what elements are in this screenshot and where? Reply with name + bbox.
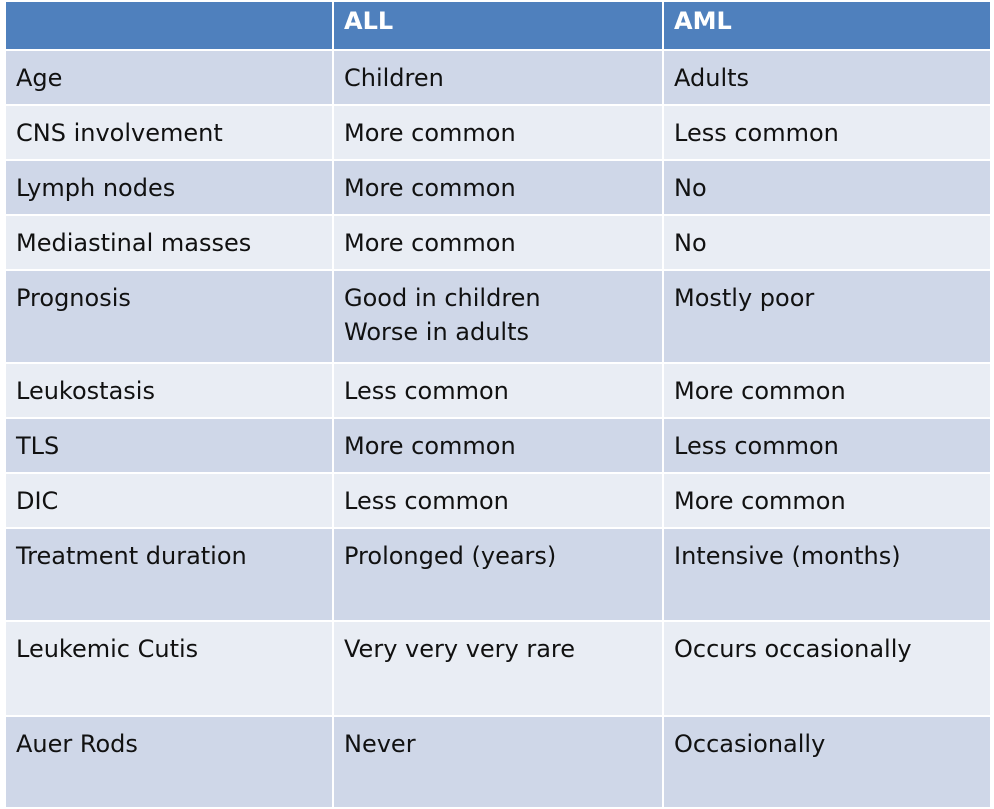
table-header: ALL AML [4,0,992,51]
table-row: Treatment duration Prolonged (years) Int… [4,527,992,622]
table-row: DIC Less common More common [4,472,992,529]
row-aml-value: Intensive (months) [662,527,992,622]
all-value-line: Very very very rare [344,635,576,663]
row-aml-value: Occasionally [662,715,992,809]
row-all-value: Good in children Worse in adults [332,269,664,364]
row-all-value: Never [332,715,664,809]
row-feature: TLS [4,417,334,474]
row-aml-value: Occurs occasionally [662,620,992,717]
row-all-value: More common [332,104,664,161]
row-feature: DIC [4,472,334,529]
all-vs-aml-comparison-table: ALL AML Age Children Adults CNS involvem… [4,0,992,809]
row-aml-value: No [662,159,992,216]
row-aml-value: Less common [662,417,992,474]
all-value-line: Good in children [344,284,541,312]
table-row: TLS More common Less common [4,417,992,474]
row-feature: CNS involvement [4,104,334,161]
header-aml-column: AML [662,0,992,51]
all-value-line: More common [344,174,516,202]
row-all-value: Less common [332,362,664,419]
row-feature: Leukemic Cutis [4,620,334,717]
all-value-line: Less common [344,487,509,515]
all-value-line: Less common [344,377,509,405]
table-body: Age Children Adults CNS involvement More… [4,49,992,809]
row-feature: Prognosis [4,269,334,364]
header-all-column: ALL [332,0,664,51]
row-aml-value: More common [662,362,992,419]
all-value-line: Worse in adults [344,318,530,346]
all-value-line: More common [344,432,516,460]
all-value-line: Never [344,730,416,758]
row-feature: Auer Rods [4,715,334,809]
all-value-line: Prolonged (years) [344,542,557,570]
table-row: Leukemic Cutis Very very very rare Occur… [4,620,992,717]
row-all-value: Less common [332,472,664,529]
row-all-value: Prolonged (years) [332,527,664,622]
all-value-line: More common [344,119,516,147]
all-value-line: More common [344,229,516,257]
table-row: Age Children Adults [4,49,992,106]
row-all-value: Children [332,49,664,106]
table-row: CNS involvement More common Less common [4,104,992,161]
table-row: Leukostasis Less common More common [4,362,992,419]
table-row: Lymph nodes More common No [4,159,992,216]
row-feature: Leukostasis [4,362,334,419]
comparison-table-wrapper: ALL AML Age Children Adults CNS involvem… [4,0,992,809]
header-feature-column [4,0,334,51]
row-feature: Lymph nodes [4,159,334,216]
table-row: Mediastinal masses More common No [4,214,992,271]
table-row: Prognosis Good in children Worse in adul… [4,269,992,364]
row-aml-value: More common [662,472,992,529]
row-feature: Treatment duration [4,527,334,622]
row-all-value: More common [332,159,664,216]
header-row: ALL AML [4,0,992,51]
row-all-value: Very very very rare [332,620,664,717]
row-aml-value: Less common [662,104,992,161]
row-aml-value: Adults [662,49,992,106]
all-value-line: Children [344,64,444,92]
row-all-value: More common [332,214,664,271]
row-aml-value: Mostly poor [662,269,992,364]
table-row: Auer Rods Never Occasionally [4,715,992,809]
row-feature: Mediastinal masses [4,214,334,271]
row-feature: Age [4,49,334,106]
row-all-value: More common [332,417,664,474]
row-aml-value: No [662,214,992,271]
